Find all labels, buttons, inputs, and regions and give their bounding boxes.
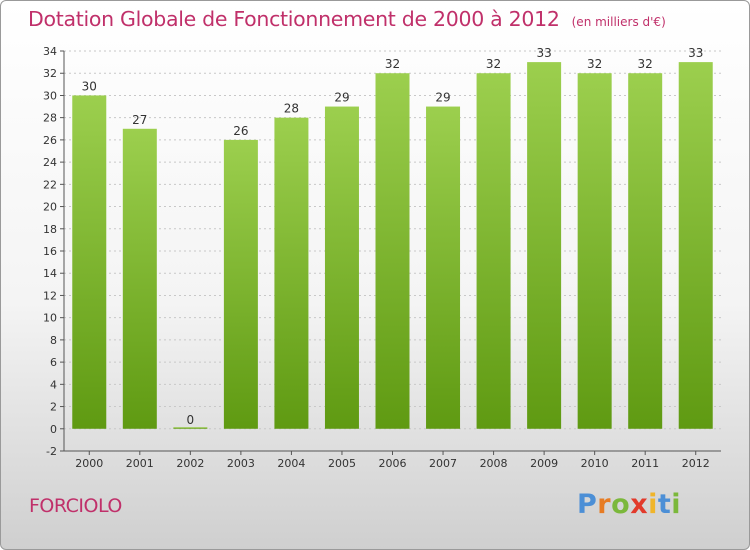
bar-2009 xyxy=(527,62,562,429)
x-tick-label: 2008 xyxy=(480,457,508,470)
value-label: 0 xyxy=(187,413,195,427)
y-tick-label: 2 xyxy=(50,401,57,414)
x-tick-label: 2005 xyxy=(328,457,356,470)
logo-letter: P xyxy=(577,489,598,520)
value-label: 32 xyxy=(638,57,653,71)
chart-unit: (en milliers d'€) xyxy=(571,15,666,29)
bar-2003 xyxy=(223,139,258,429)
logo-letter: o xyxy=(611,489,631,520)
y-tick-label: 6 xyxy=(50,356,57,369)
bar-2004 xyxy=(274,117,309,429)
bar-2005 xyxy=(324,106,359,429)
x-tick-label: 2001 xyxy=(126,457,154,470)
y-tick-label: 10 xyxy=(43,312,57,325)
bar-2000 xyxy=(72,95,107,429)
bar-layer xyxy=(72,62,713,429)
value-label: 32 xyxy=(587,57,602,71)
y-tick-label: 26 xyxy=(43,134,57,147)
logo-letter: i xyxy=(671,489,682,520)
x-tick-label: 2000 xyxy=(75,457,103,470)
y-tick-label: 14 xyxy=(43,267,57,280)
y-tick-label: 32 xyxy=(43,67,57,80)
y-tick-label: 30 xyxy=(43,89,57,102)
bar-2011 xyxy=(628,73,663,429)
x-tick-label: 2002 xyxy=(176,457,204,470)
y-tick-label: 28 xyxy=(43,112,57,125)
value-label: 33 xyxy=(688,46,703,60)
y-tick-label: 18 xyxy=(43,223,57,236)
value-label: 30 xyxy=(82,79,97,93)
x-tick-label: 2009 xyxy=(530,457,558,470)
logo-letter: i xyxy=(648,489,658,520)
proxiti-logo: Proxiti xyxy=(577,489,681,520)
y-tick-label: 4 xyxy=(50,378,57,391)
y-tick-label: 24 xyxy=(43,156,57,169)
value-label: 26 xyxy=(233,124,248,138)
y-tick-label: 22 xyxy=(43,178,57,191)
value-label: 32 xyxy=(385,57,400,71)
title-row: Dotation Globale de Fonctionnement de 20… xyxy=(28,7,666,31)
logo-letter: r xyxy=(597,489,612,520)
value-label: 27 xyxy=(132,113,147,127)
x-tick-label: 2006 xyxy=(379,457,407,470)
logo-letter: t xyxy=(657,489,672,520)
x-tick-label: 2004 xyxy=(277,457,305,470)
value-label: 32 xyxy=(486,57,501,71)
bar-2008 xyxy=(476,73,511,429)
y-tick-label: -2 xyxy=(46,445,57,458)
y-tick-label: 0 xyxy=(50,423,57,436)
bar-2007 xyxy=(426,106,461,429)
bar-2002 xyxy=(173,427,208,429)
y-tick-label: 16 xyxy=(43,245,57,258)
x-tick-label: 2003 xyxy=(227,457,255,470)
x-tick-label: 2007 xyxy=(429,457,457,470)
bar-2001 xyxy=(122,128,157,429)
y-tick-label: 8 xyxy=(50,334,57,347)
logo-letter: x xyxy=(630,489,649,520)
value-label: 29 xyxy=(435,91,450,105)
label-layer: 30 27 0 26 28 29 32 29 32 33 32 32 33 xyxy=(82,46,704,427)
x-tick-label: 2012 xyxy=(682,457,710,470)
y-tick-label: 20 xyxy=(43,201,57,214)
y-tick-label: 34 xyxy=(43,45,57,58)
x-tick-label: 2010 xyxy=(581,457,609,470)
y-tick-label: 12 xyxy=(43,289,57,302)
commune-name: FORCIOLO xyxy=(29,495,122,517)
x-tick-label: 2011 xyxy=(631,457,659,470)
value-label: 29 xyxy=(334,91,349,105)
bar-2012 xyxy=(678,62,713,429)
chart-title: Dotation Globale de Fonctionnement de 20… xyxy=(28,7,560,31)
bar-2006 xyxy=(375,73,410,429)
value-label: 28 xyxy=(284,102,299,116)
bar-2010 xyxy=(577,73,612,429)
value-label: 33 xyxy=(536,46,551,60)
